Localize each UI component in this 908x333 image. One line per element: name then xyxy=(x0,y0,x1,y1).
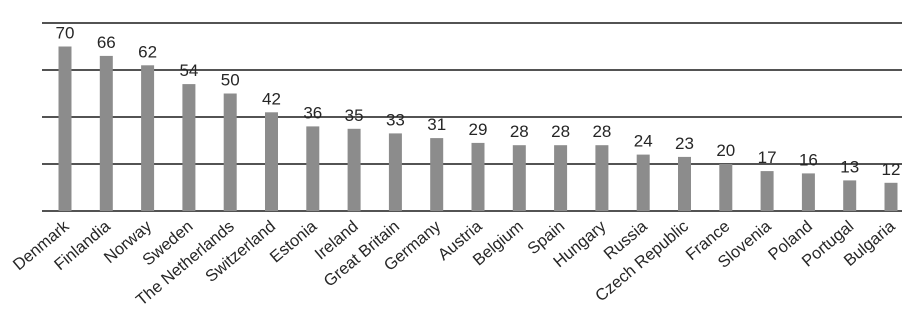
data-labels: 70 66 62 54 50 42 36 35 33 31 29 28 28 28 24 23 20 17 16 13… xyxy=(56,24,901,179)
bar-belgium xyxy=(512,145,526,211)
data-label-france: 20 xyxy=(716,141,735,160)
category-label-estonia: Estonia xyxy=(267,217,321,267)
data-label-ireland: 35 xyxy=(345,106,364,125)
bar-norway xyxy=(141,65,155,211)
bar-sweden xyxy=(182,84,196,211)
data-label-switzerland: 42 xyxy=(262,89,281,108)
data-label-czech-republic: 23 xyxy=(675,134,694,153)
data-label-norway: 62 xyxy=(138,42,157,61)
bar-portugal xyxy=(843,180,857,211)
bar-czech-republic xyxy=(678,156,691,211)
bar-austria xyxy=(471,142,485,211)
data-label-bulgaria: 12 xyxy=(882,160,901,179)
bar-slovenia xyxy=(760,171,774,211)
data-label-germany: 31 xyxy=(427,115,446,134)
data-label-portugal: 13 xyxy=(840,157,859,176)
data-label-poland: 16 xyxy=(799,150,818,169)
data-label-great-britain: 33 xyxy=(386,110,405,129)
data-label-denmark: 70 xyxy=(56,24,75,43)
data-label-sweden: 54 xyxy=(179,61,198,80)
bar-spain xyxy=(554,145,568,211)
bar-estonia xyxy=(306,126,320,211)
bar-denmark xyxy=(58,46,72,211)
data-label-finlandia: 66 xyxy=(97,33,116,52)
bar-finlandia xyxy=(99,55,113,212)
bar-switzerland xyxy=(265,112,278,211)
bar-bulgaria xyxy=(884,182,898,211)
bars xyxy=(58,46,898,212)
data-label-austria: 29 xyxy=(469,120,488,139)
data-label-slovenia: 17 xyxy=(758,148,777,167)
bar-the-netherlands xyxy=(223,93,237,211)
data-label-spain: 28 xyxy=(551,122,570,141)
data-label-estonia: 36 xyxy=(303,103,322,122)
bar-hungary xyxy=(595,145,609,211)
bar-germany xyxy=(430,138,444,211)
bar-ireland xyxy=(347,128,361,212)
data-label-russia: 24 xyxy=(634,132,653,151)
data-label-hungary: 28 xyxy=(592,122,611,141)
bar-poland xyxy=(801,173,815,211)
bar-france xyxy=(719,164,733,211)
bar-great-britain xyxy=(388,133,402,211)
bar-russia xyxy=(636,154,650,211)
data-label-the-netherlands: 50 xyxy=(221,71,240,90)
data-label-belgium: 28 xyxy=(510,122,529,141)
